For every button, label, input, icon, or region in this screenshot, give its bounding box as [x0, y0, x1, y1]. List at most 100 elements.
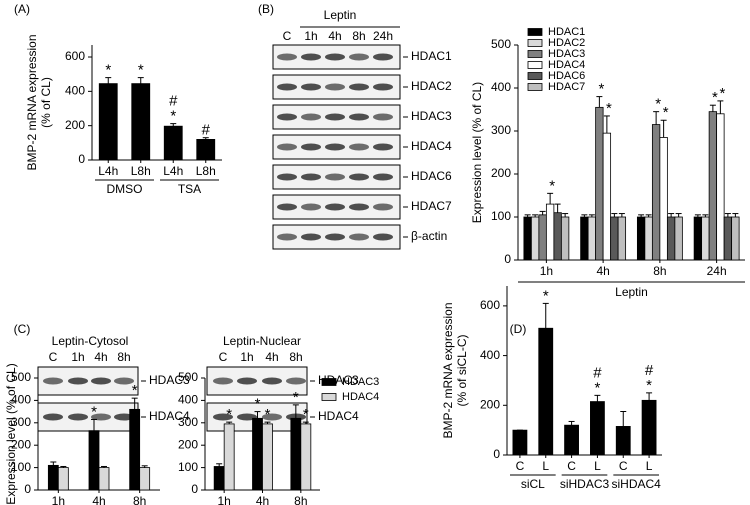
y-tick-label: 0: [493, 447, 500, 461]
bar: [512, 429, 528, 456]
blot-band: [277, 113, 297, 121]
blot-band: [325, 203, 345, 211]
blot-band: [301, 53, 321, 61]
bar: [131, 83, 151, 161]
y-tick-label: 200: [480, 397, 500, 411]
row-label: HDAC3: [149, 373, 190, 387]
lane-label: 4h: [94, 350, 107, 364]
row-label: HDAC4: [318, 409, 359, 423]
blot-band: [325, 83, 345, 91]
legend-label: HDAC7: [548, 81, 585, 93]
x-tick-label: L4h: [98, 164, 118, 178]
lane-label: 8h: [117, 350, 130, 364]
blot-band: [301, 113, 321, 121]
row-label: HDAC2: [411, 79, 452, 93]
blot-band: [277, 203, 297, 211]
annotation: *: [543, 287, 549, 304]
blot-band: [301, 203, 321, 211]
y-tick-label: 100: [491, 209, 511, 223]
legend-label: HDAC6: [548, 70, 585, 82]
annotation: #: [202, 122, 211, 139]
annotation: *: [598, 81, 604, 98]
blot-band: [301, 173, 321, 181]
legend-swatch: [527, 72, 543, 80]
lane-label: 4h: [265, 350, 278, 364]
lane-label: 8h: [289, 350, 302, 364]
blot-band: [349, 143, 369, 151]
group-label: TSA: [178, 182, 201, 196]
legend-label: HDAC3: [342, 376, 379, 388]
bar: [708, 111, 718, 261]
legend-label: HDAC1: [548, 26, 585, 38]
blot-band: [349, 83, 369, 91]
x-tick-label: L4h: [163, 164, 183, 178]
lane-label: 1h: [71, 350, 84, 364]
annotation: #: [169, 93, 178, 110]
blot-band: [349, 173, 369, 181]
lane-label: 1h: [304, 29, 317, 43]
annotation: *: [712, 89, 718, 106]
legend-swatch: [527, 50, 543, 58]
lane-label: 24h: [373, 29, 393, 43]
bar: [98, 467, 110, 491]
blot-band: [373, 113, 393, 121]
bar: [129, 408, 141, 491]
y-tick-label: 400: [65, 84, 85, 98]
bar: [651, 124, 661, 261]
blot-band: [277, 143, 297, 151]
y-tick-label: 400: [11, 393, 31, 407]
blot-band: [68, 413, 88, 421]
y-axis-label: Expression level (% of CL): [470, 82, 484, 223]
lane-label: 8h: [352, 29, 365, 43]
blot-band: [373, 53, 393, 61]
bar: [602, 132, 612, 261]
blot-band: [325, 173, 345, 181]
bar: [252, 417, 263, 491]
y-axis-label: BMP-2 mRNA expression: [25, 34, 39, 170]
group-label: siHDAC3: [560, 477, 610, 491]
blot-band: [68, 377, 88, 385]
blot-band: [237, 413, 257, 421]
y-tick-label: 400: [480, 348, 500, 362]
blot-band: [91, 413, 111, 421]
bar: [636, 216, 646, 261]
lane-label: C: [283, 29, 292, 43]
annotation: *: [549, 177, 555, 194]
y-tick-label: 200: [491, 166, 511, 180]
annotation: *: [132, 382, 138, 399]
y-tick-label: 100: [178, 460, 198, 474]
lane-label: C: [219, 350, 228, 364]
lane-label: 1h: [240, 350, 253, 364]
x-tick-label: 8h: [294, 494, 307, 505]
y-tick-label: 300: [178, 415, 198, 429]
bar: [530, 216, 540, 261]
row-label: HDAC1: [411, 49, 452, 63]
blot-band: [301, 233, 321, 241]
bar: [641, 399, 657, 456]
bar: [564, 424, 579, 456]
x-tick-label: L: [594, 459, 601, 473]
bar: [731, 216, 740, 261]
blot-band: [325, 233, 345, 241]
x-tick-label: L8h: [196, 164, 216, 178]
y-tick-label: 200: [178, 437, 198, 451]
bar: [538, 214, 547, 261]
row-label: HDAC3: [411, 109, 452, 123]
blot-band: [325, 113, 345, 121]
annotation: *: [170, 108, 176, 125]
blot-band: [373, 233, 393, 241]
annotation: *: [138, 62, 144, 79]
y-tick-label: 200: [65, 118, 85, 132]
x-tick-label: C: [516, 459, 525, 473]
bar: [693, 216, 703, 261]
bar: [701, 216, 710, 261]
annotation: #: [593, 364, 602, 381]
legend-label: HDAC3: [548, 48, 585, 60]
annotation: *: [594, 379, 600, 396]
bar: [47, 464, 59, 491]
y-tick-label: 300: [11, 415, 31, 429]
legend-swatch: [321, 378, 337, 386]
legend-label: HDAC4: [342, 391, 379, 403]
x-tick-label: 4h: [596, 264, 609, 278]
